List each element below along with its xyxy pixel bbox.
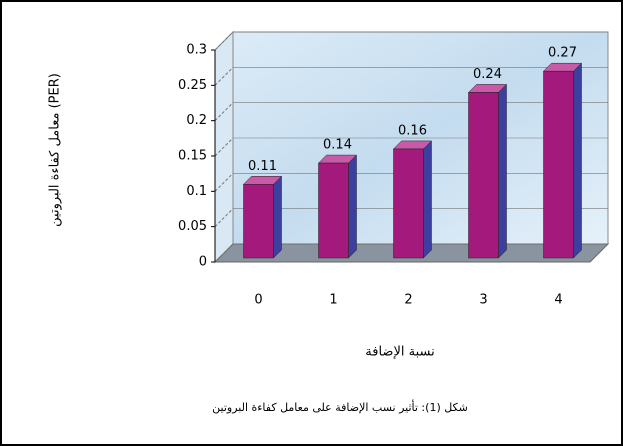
bar-side: [573, 62, 582, 259]
bar: [468, 92, 499, 259]
grid-line: [214, 243, 234, 263]
y-tick-label: 0: [199, 255, 207, 270]
caption: شكل (1): تأثير نسب الإضافة على معامل كفا…: [212, 399, 468, 414]
data-label: 0.14: [323, 138, 352, 153]
y-tick-label: 0.25: [178, 78, 207, 93]
x-tick-label: 1: [329, 293, 337, 308]
data-label: 0.27: [548, 46, 577, 61]
grid-line: [214, 208, 234, 228]
grid-line: [214, 102, 234, 122]
data-label: 0.11: [248, 159, 277, 174]
data-label: 0.24: [473, 67, 502, 82]
bar-side: [423, 140, 432, 259]
x-axis-label: نسبة الإضافة: [365, 345, 434, 360]
y-tick-label: 0.1: [186, 184, 207, 199]
y-tick-label: 0.2: [186, 113, 207, 128]
bar-side: [348, 154, 357, 259]
grid-line: [214, 172, 234, 192]
grid-line: [214, 137, 234, 157]
bar: [543, 70, 574, 259]
x-tick-label: 2: [404, 293, 412, 308]
y-tick-label: 0.05: [178, 219, 207, 234]
bar: [243, 184, 274, 259]
x-tick-label: 4: [554, 293, 562, 308]
grid-line: [214, 31, 234, 51]
data-label: 0.16: [398, 123, 427, 138]
y-axis-label: معامل كفاءة البروتين (PER): [48, 73, 63, 227]
x-tick-label: 0: [254, 293, 262, 308]
bar: [318, 162, 349, 259]
y-tick-label: 0.15: [178, 149, 207, 164]
bar-side: [498, 83, 507, 259]
x-tick-label: 3: [479, 293, 487, 308]
bar: [393, 148, 424, 259]
y-tick-label: 0.3: [186, 43, 207, 58]
grid-line: [214, 66, 234, 86]
bar-side: [273, 175, 282, 259]
